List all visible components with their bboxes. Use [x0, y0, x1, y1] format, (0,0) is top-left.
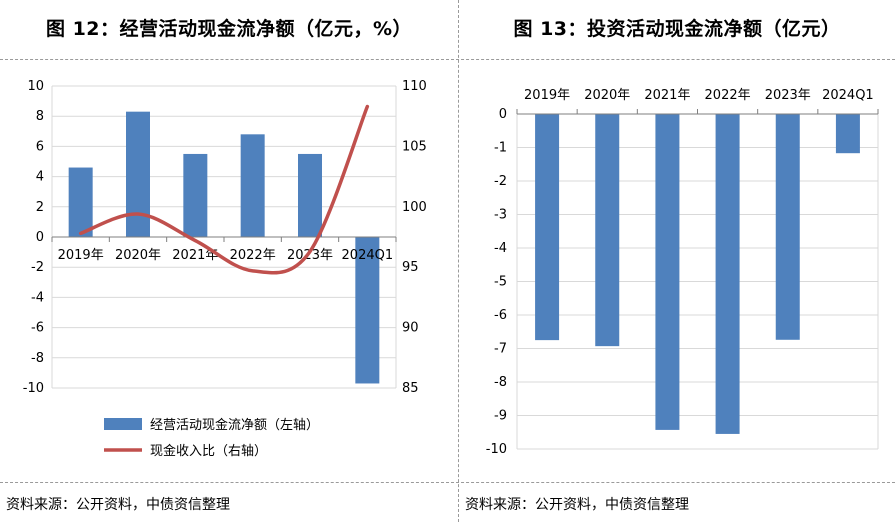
left-axis-tick-label: -4: [31, 290, 44, 305]
left-axis-tick-label: 6: [36, 139, 44, 154]
bar: [355, 237, 380, 384]
bar: [715, 114, 740, 434]
category-label: 2020年: [115, 248, 161, 263]
chart12-plot: 10 8 6 4 2 0 -2 -4 -6 -8 -10 110 105 100 95 90 85 2019年 20…: [23, 79, 427, 459]
category-label: 2023年: [287, 248, 333, 263]
left-axis-tick-label: -10: [23, 381, 44, 396]
chart-top-rule: [0, 59, 895, 60]
category-label: 2024Q1: [822, 88, 874, 103]
chart-bottom-rule: [0, 482, 895, 483]
category-label: 2019年: [524, 88, 570, 103]
left-axis-tick-label: -8: [31, 351, 44, 366]
category-label: 2021年: [644, 88, 690, 103]
category-label: 2021年: [172, 248, 218, 263]
bar: [183, 153, 208, 237]
y-axis-tick-label: -2: [494, 174, 507, 189]
legend-bar-swatch: [104, 418, 142, 430]
right-axis-tick-label: 110: [402, 79, 427, 94]
bar: [298, 153, 322, 237]
left-axis-tick-label: 10: [27, 79, 44, 94]
y-axis-tick-label: -8: [494, 375, 507, 390]
category-label: 2019年: [58, 248, 104, 263]
left-axis-tick-label: 2: [36, 200, 44, 215]
line-series-cash-ratio: [78, 104, 370, 275]
y-axis-tick-label: -9: [494, 409, 507, 424]
legend-bar-label: 经营活动现金流净额（左轴）: [150, 417, 319, 433]
bar: [595, 114, 620, 347]
category-label: 2024Q1: [342, 248, 394, 263]
chart12-title: 图 12：经营活动现金流净额（亿元，%）: [45, 18, 413, 40]
right-axis-tick-label: 90: [402, 321, 419, 336]
panel-divider: [458, 0, 459, 522]
left-axis-tick-label: -6: [31, 321, 44, 336]
y-axis-tick-label: -1: [494, 141, 507, 156]
chart13-title: 图 13：投资活动现金流净额（亿元）: [513, 18, 841, 40]
category-label: 2020年: [584, 88, 630, 103]
chart13-panel: 图 13：投资活动现金流净额（亿元） 资料来源：公开资料，中债资信整理: [459, 0, 895, 522]
bar: [655, 114, 680, 430]
y-axis-tick-label: 0: [499, 107, 507, 122]
right-axis-tick-label: 85: [402, 381, 419, 396]
chart13-source: 资料来源：公开资料，中债资信整理: [465, 497, 689, 513]
category-label: 2022年: [705, 88, 751, 103]
y-axis-tick-label: -3: [494, 208, 507, 223]
bar: [535, 114, 560, 341]
right-axis-tick-label: 105: [402, 139, 427, 154]
right-axis-tick-label: 100: [402, 200, 427, 215]
category-label: 2023年: [765, 88, 811, 103]
chart12-source: 资料来源：公开资料，中债资信整理: [6, 497, 230, 513]
chart13-plot: 0 -1 -2 -3 -4 -5 -6 -7 -8 -9 -10 2019年 2020年 2021年 202…: [486, 88, 879, 457]
category-label: 2022年: [230, 248, 276, 263]
bar: [775, 114, 800, 340]
right-axis-tick-label: 95: [402, 260, 419, 275]
y-axis-tick-label: -4: [494, 241, 507, 256]
bar: [240, 134, 265, 237]
y-axis-tick-label: -5: [494, 275, 507, 290]
bar: [68, 167, 93, 237]
left-axis-tick-label: 8: [36, 109, 44, 124]
legend-line-label: 现金收入比（右轴）: [150, 443, 267, 459]
bar: [835, 114, 860, 154]
y-axis-tick-label: -10: [486, 442, 507, 457]
left-axis-tick-label: -2: [31, 260, 44, 275]
chart12-panel: 图 12：经营活动现金流净额（亿元，%） 资料来源：公开资料，中债资信整理: [6, 18, 413, 513]
left-axis-tick-label: 0: [36, 230, 44, 245]
y-axis-tick-label: -6: [494, 308, 507, 323]
y-axis-tick-label: -7: [494, 342, 507, 357]
left-axis-tick-label: 4: [36, 170, 44, 185]
